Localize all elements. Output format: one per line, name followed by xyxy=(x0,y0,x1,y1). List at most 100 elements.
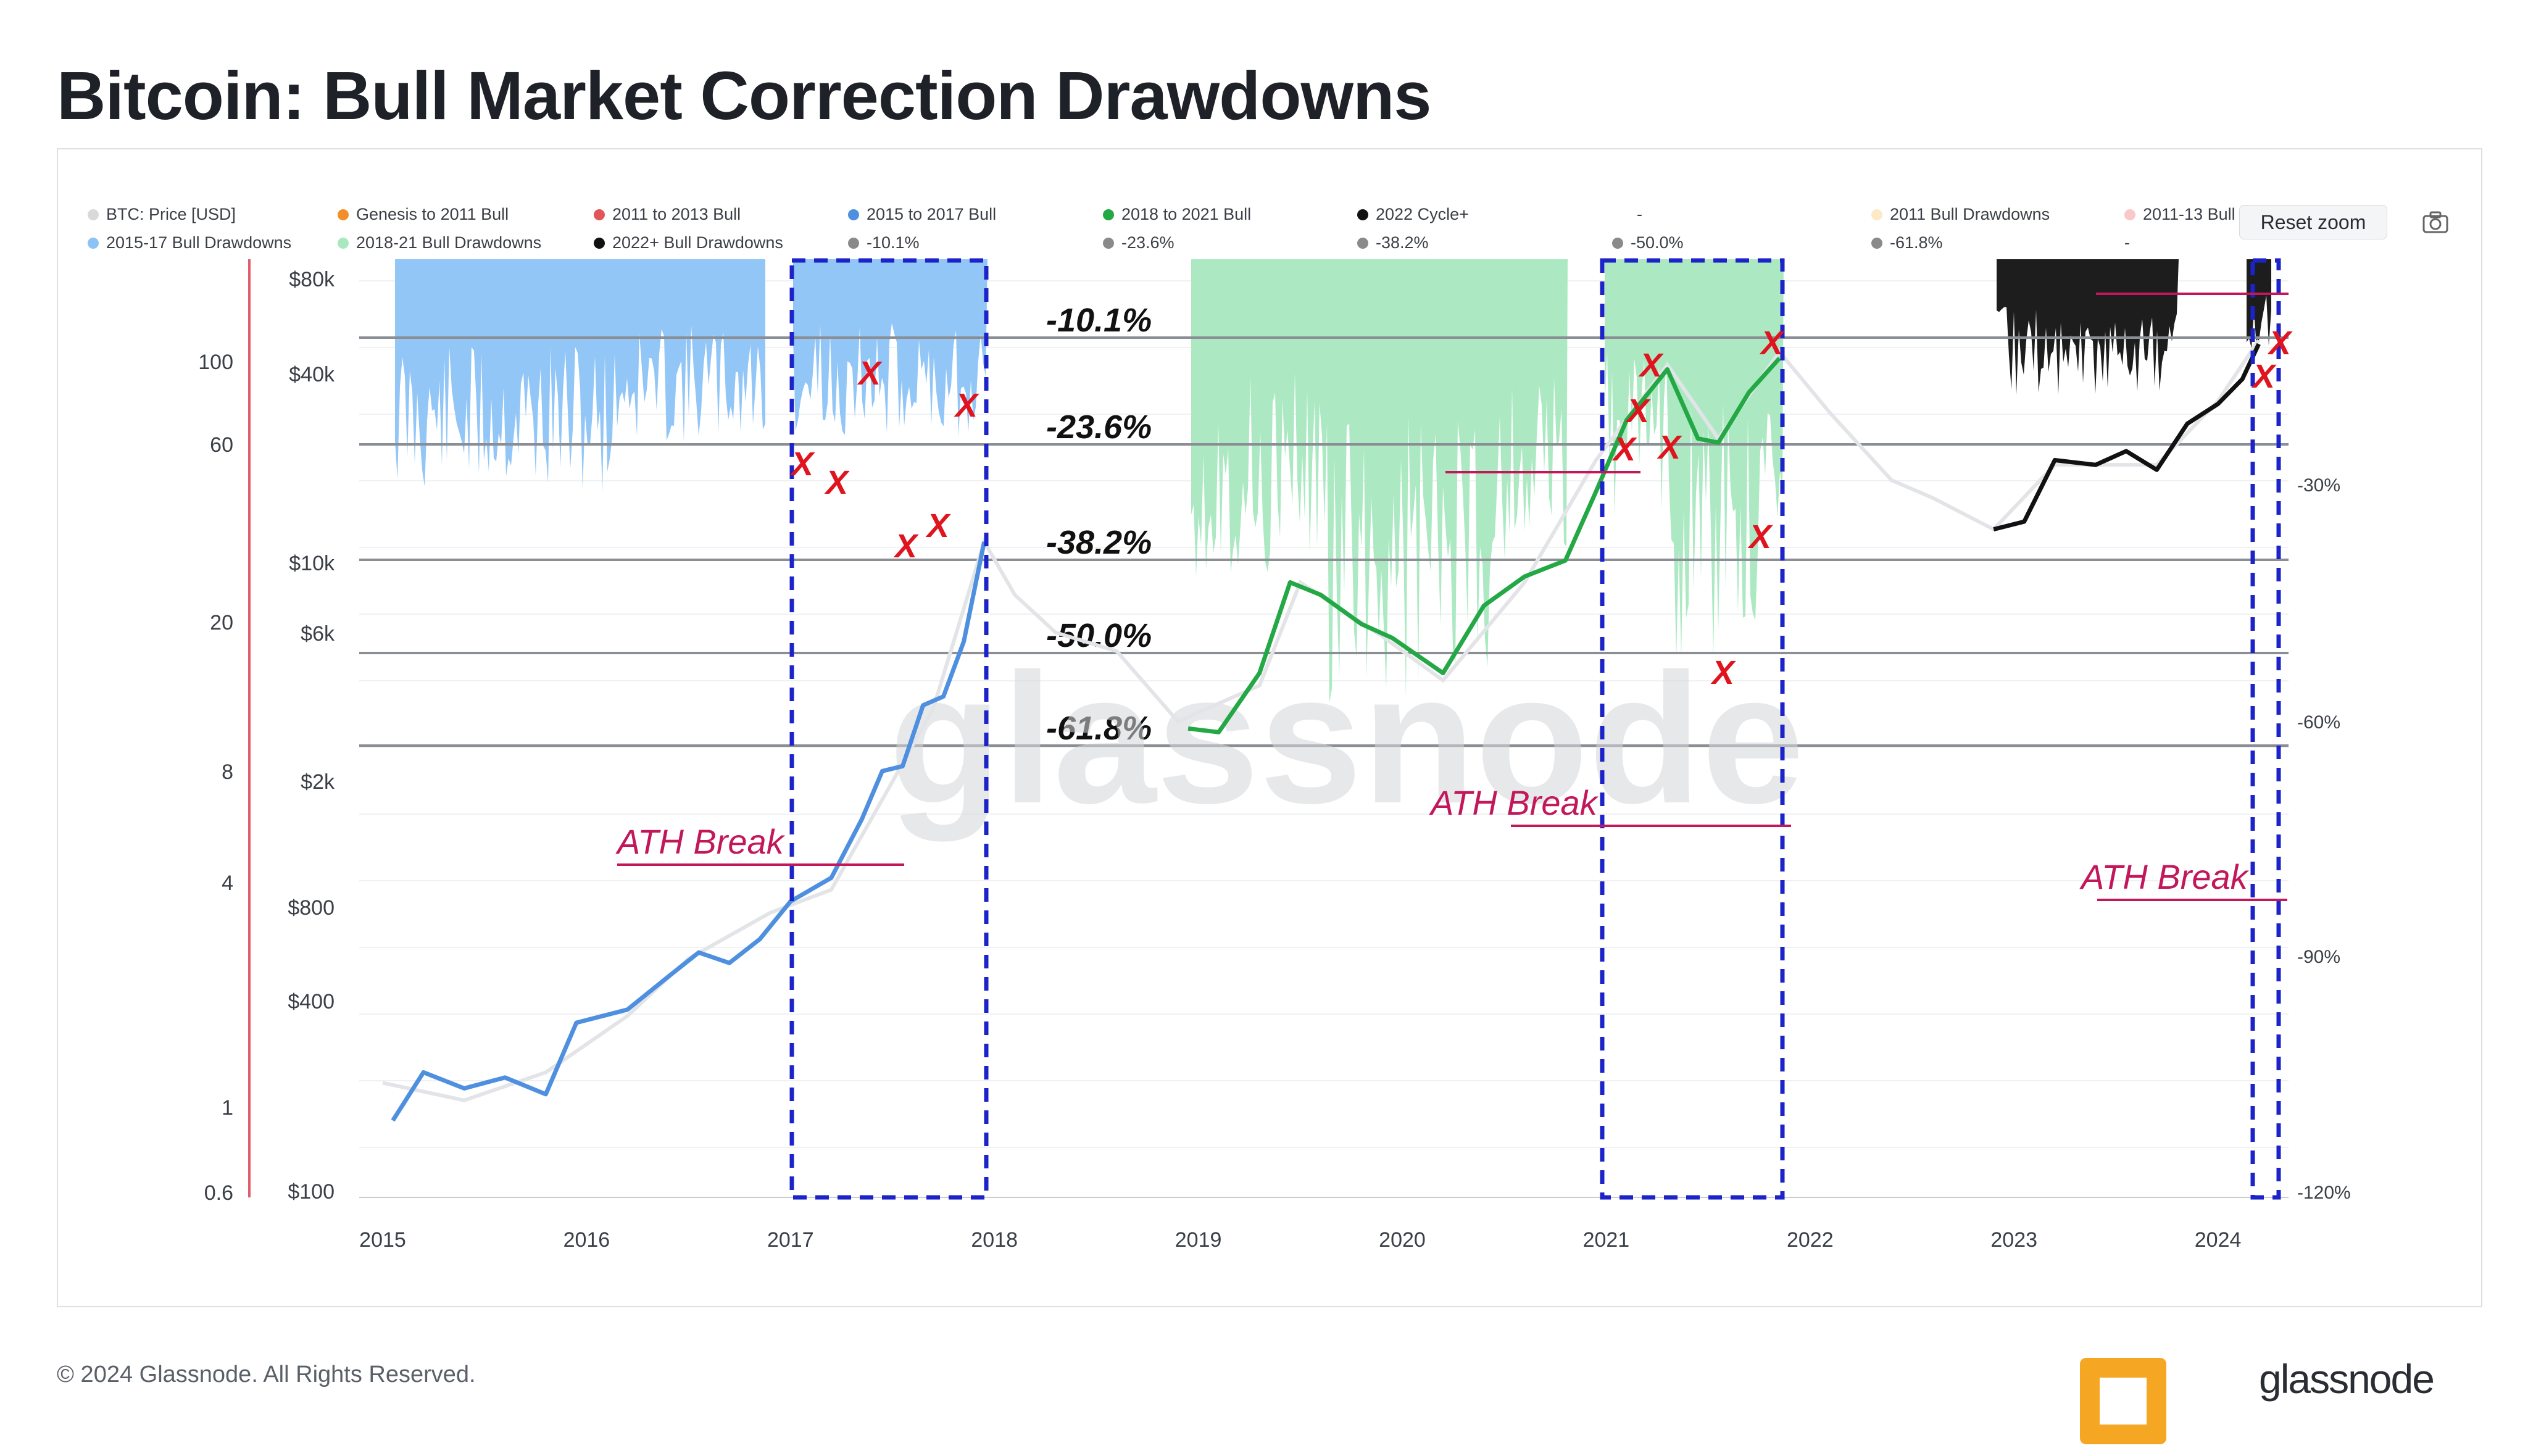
legend-marker-icon xyxy=(1871,209,1882,220)
highlight-box xyxy=(1600,258,1785,1200)
legend-label: 2015 to 2017 Bull xyxy=(867,205,997,223)
fib-level-label: -10.1% xyxy=(1046,302,1152,339)
legend-label: - xyxy=(2124,233,2130,252)
legend-label: 2015-17 Bull Drawdowns xyxy=(106,233,292,252)
x-marker: X xyxy=(824,464,850,501)
legend-item[interactable]: 2018-21 Bull Drawdowns xyxy=(338,233,541,252)
legend-item[interactable]: 2022 Cycle+ xyxy=(1357,205,1469,224)
legend-marker-icon xyxy=(1357,237,1368,249)
drawdown-area xyxy=(1997,259,2179,395)
glassnode-logo-text: glassnode xyxy=(2259,1356,2435,1402)
legend-item[interactable]: 2015 to 2017 Bull xyxy=(848,205,996,224)
x-marker: X xyxy=(1638,347,1664,384)
x-tick-label: 2020 xyxy=(1379,1228,1426,1252)
x-tick-label: 2021 xyxy=(1583,1228,1630,1252)
legend-item[interactable]: -38.2% xyxy=(1357,233,1429,252)
legend-item[interactable]: Genesis to 2011 Bull xyxy=(338,205,509,224)
btc-price-line xyxy=(382,339,2261,1102)
drawdown-area xyxy=(1191,259,1568,703)
legend-label: 2011-13 Bull xyxy=(2143,205,2235,223)
left-outer-tick-label: 4 xyxy=(222,872,233,895)
left-outer-tick-label: 60 xyxy=(210,433,233,457)
legend-label: 2011 Bull Drawdowns xyxy=(1890,205,2050,223)
x-marker: X xyxy=(893,528,919,565)
x-marker: X xyxy=(2267,325,2293,362)
series-line xyxy=(1187,357,1781,734)
ath-break-label: ATH Break xyxy=(615,822,786,861)
x-tick-label: 2018 xyxy=(971,1228,1018,1252)
price-tick-label: $10k xyxy=(289,552,335,575)
right-tick-label: -60% xyxy=(2297,712,2340,733)
legend-item[interactable]: 2022+ Bull Drawdowns xyxy=(594,233,783,252)
price-tick-label: $40k xyxy=(289,363,335,386)
legend-item[interactable]: 2018 to 2021 Bull xyxy=(1103,205,1251,224)
legend-marker-icon xyxy=(848,237,859,249)
ath-break-label: ATH Break xyxy=(2079,857,2250,896)
legend-item[interactable]: -10.1% xyxy=(848,233,920,252)
legend-item[interactable]: 2015-17 Bull Drawdowns xyxy=(88,233,291,252)
legend-label: Genesis to 2011 Bull xyxy=(356,205,509,223)
legend-item[interactable]: 2011-13 Bull xyxy=(2124,205,2235,224)
left-outer-tick-label: 0.6 xyxy=(204,1181,233,1205)
chart-panel xyxy=(57,148,2482,1307)
legend-label: 2022+ Bull Drawdowns xyxy=(612,233,783,252)
x-marker: X xyxy=(1710,654,1736,691)
x-tick-label: 2015 xyxy=(359,1228,406,1252)
x-marker: X xyxy=(857,355,883,392)
legend-marker-icon xyxy=(1612,237,1623,249)
legend: BTC: Price [USD] Genesis to 2011 Bull 2011… xyxy=(88,205,2371,260)
legend-item[interactable]: -50.0% xyxy=(1612,233,1684,252)
legend-marker-icon xyxy=(1103,209,1114,220)
legend-item[interactable]: 2011 to 2013 Bull xyxy=(594,205,741,224)
series-line xyxy=(1993,343,2261,531)
legend-marker-icon xyxy=(848,209,859,220)
legend-label: -38.2% xyxy=(1376,233,1429,252)
legend-item[interactable]: - xyxy=(1637,205,1642,224)
legend-label: -61.8% xyxy=(1890,233,1943,252)
right-tick-label: -30% xyxy=(2297,475,2340,496)
camera-icon[interactable] xyxy=(2422,210,2449,235)
legend-marker-icon xyxy=(338,209,349,220)
series-line xyxy=(391,541,987,1122)
x-tick-label: 2023 xyxy=(1990,1228,2037,1252)
left-outer-tick-label: 100 xyxy=(198,351,233,374)
price-tick-label: $400 xyxy=(288,990,335,1013)
legend-label: 2018 to 2021 Bull xyxy=(1121,205,1252,223)
x-tick-label: 2024 xyxy=(2195,1228,2242,1252)
price-tick-label: $100 xyxy=(288,1180,335,1204)
legend-label: BTC: Price [USD] xyxy=(106,205,236,223)
legend-item[interactable]: - xyxy=(2124,233,2130,252)
x-tick-label: 2016 xyxy=(563,1228,610,1252)
price-tick-label: $80k xyxy=(289,268,335,291)
legend-marker-icon xyxy=(2124,209,2135,220)
legend-label: -10.1% xyxy=(867,233,920,252)
legend-marker-icon xyxy=(338,237,349,249)
drawdown-area xyxy=(1605,259,1784,659)
legend-item[interactable]: 2011 Bull Drawdowns xyxy=(1871,205,2050,224)
legend-item[interactable]: BTC: Price [USD] xyxy=(88,205,236,224)
legend-label: - xyxy=(1637,205,1642,223)
x-tick-label: 2017 xyxy=(767,1228,814,1252)
chart-title: Bitcoin: Bull Market Correction Drawdown… xyxy=(57,58,1431,134)
highlight-box xyxy=(2250,258,2281,1200)
x-marker: X xyxy=(2251,358,2277,395)
right-tick-label: -120% xyxy=(2297,1183,2351,1203)
legend-label: 2018-21 Bull Drawdowns xyxy=(356,233,542,252)
x-marker: X xyxy=(1657,429,1682,466)
left-outer-tick-label: 1 xyxy=(222,1096,233,1120)
x-marker: X xyxy=(1759,325,1785,362)
legend-item[interactable]: -61.8% xyxy=(1871,233,1943,252)
drawdown-area xyxy=(395,259,765,493)
watermark-text: glassnode xyxy=(889,634,1805,843)
reset-zoom-button[interactable]: Reset zoom xyxy=(2239,205,2387,239)
price-tick-label: $2k xyxy=(301,770,335,794)
x-marker: X xyxy=(789,446,815,483)
x-tick-label: 2019 xyxy=(1175,1228,1222,1252)
copyright-footer: © 2024 Glassnode. All Rights Reserved. xyxy=(57,1362,476,1387)
x-marker: X xyxy=(954,387,979,424)
drawdown-area xyxy=(2247,259,2271,349)
legend-item[interactable]: -23.6% xyxy=(1103,233,1175,252)
legend-label: -50.0% xyxy=(1631,233,1684,252)
left-outer-tick-label: 20 xyxy=(210,611,233,634)
